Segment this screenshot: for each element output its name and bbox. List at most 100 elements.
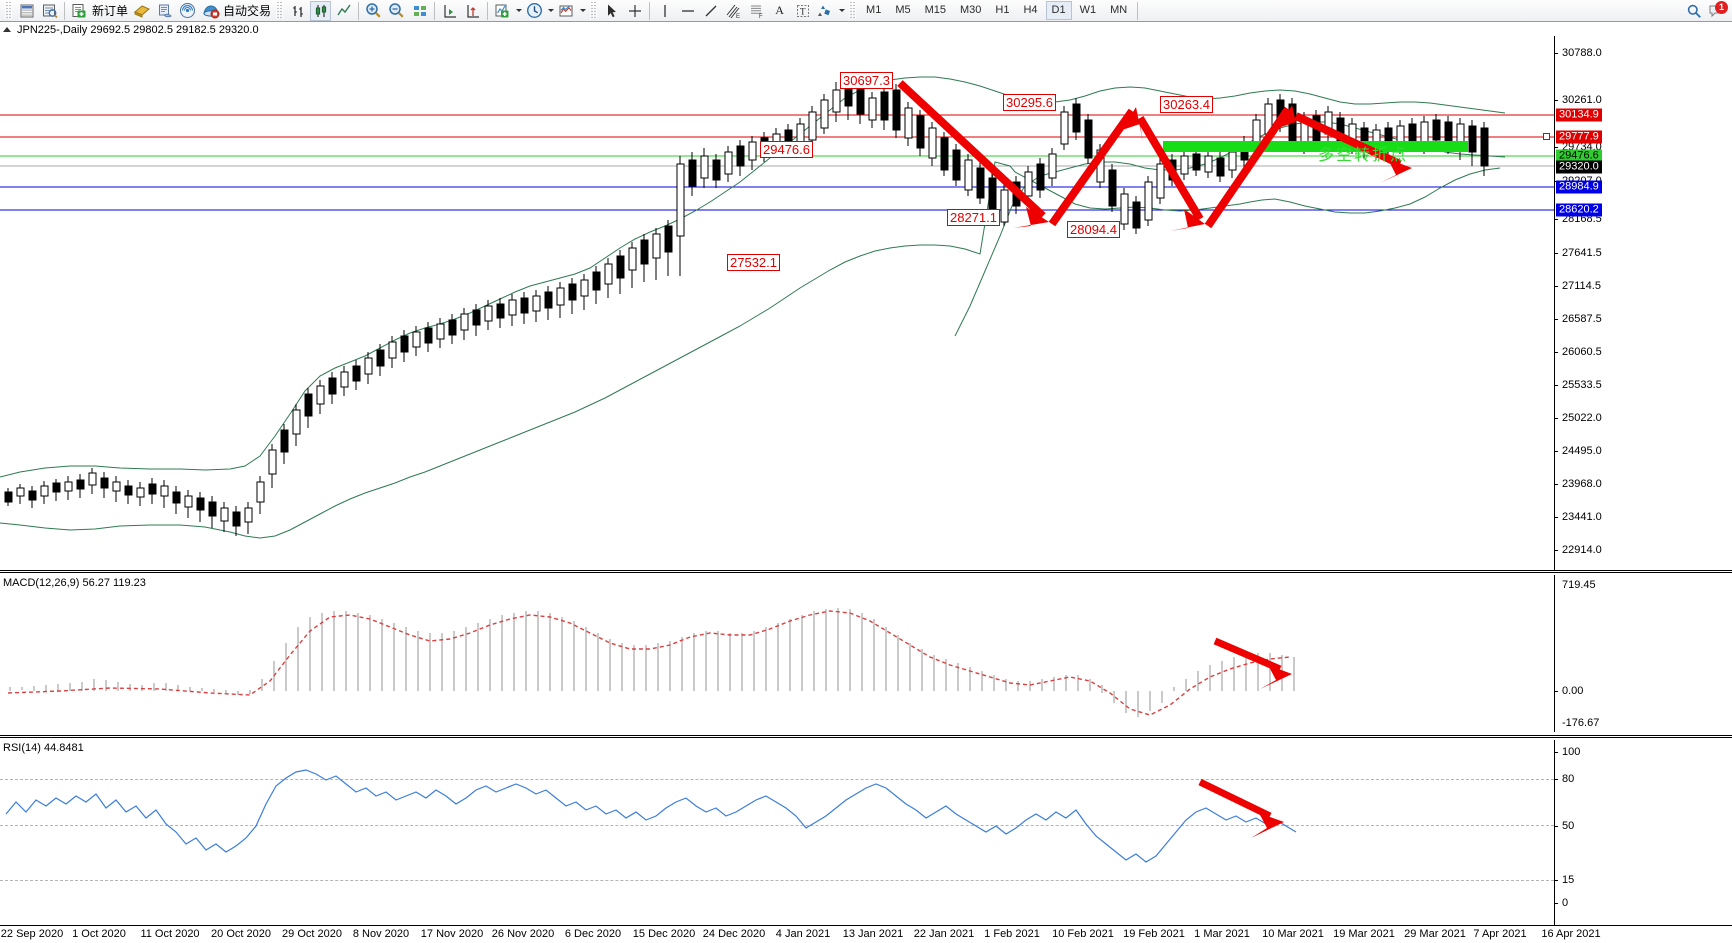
market-watch-icon[interactable] [16, 1, 37, 21]
autotrading-label[interactable]: 自动交易 [223, 3, 272, 18]
line-chart-icon[interactable] [333, 1, 354, 21]
rsi-level-50 [0, 825, 1554, 826]
templates-dropdown-arrow[interactable] [578, 1, 587, 21]
price-label-29320[interactable]: 29320.0 [1556, 160, 1602, 174]
chart-shift-icon[interactable] [439, 1, 460, 21]
horizontal-line-icon[interactable] [677, 1, 698, 21]
timeframe-d1[interactable]: D1 [1045, 1, 1072, 20]
timeframe-w1[interactable]: W1 [1079, 4, 1097, 16]
rsi-indicator-label: RSI(14) 44.8481 [3, 742, 84, 754]
toolbar-right-group: 1 [1682, 0, 1732, 21]
date-tick-6: 17 Nov 2020 [420, 928, 484, 940]
pane-separator-1[interactable] [0, 570, 1732, 573]
templates-icon[interactable] [556, 1, 577, 21]
rsi-level-80 [0, 779, 1554, 780]
timeframe-h4[interactable]: H4 [1023, 4, 1038, 16]
macd-histogram [9, 608, 1295, 717]
equidistant-channel-icon[interactable]: E [723, 1, 744, 21]
price-label-30134[interactable]: 30134.9 [1556, 108, 1602, 122]
macd-tick-0: 0.00 [1562, 685, 1584, 697]
price-tick-27114: 27114.5 [1562, 280, 1601, 292]
shapes-icon[interactable] [815, 1, 836, 21]
toolbar-grip-4[interactable] [849, 2, 857, 19]
indicators-dropdown-arrow[interactable] [514, 1, 523, 21]
rsi-pane[interactable]: RSI(14) 44.8481 100 80 [0, 740, 1732, 925]
price-tag-30295[interactable]: 30295.6 [1003, 94, 1056, 111]
price-axis[interactable]: 30788.0 30261.0 29734.0 29207.0 28168.5 … [0, 36, 1732, 570]
new-order-label[interactable]: 新订单 [92, 3, 129, 18]
notifications-icon[interactable]: 1 [1706, 0, 1728, 21]
price-tick-26587: 26587.5 [1562, 313, 1602, 325]
fibonacci-icon[interactable]: F [746, 1, 767, 21]
price-tick-26060: 26060.5 [1562, 346, 1602, 358]
timeframe-m1[interactable]: M1 [866, 4, 882, 16]
price-tag-27532[interactable]: 27532.1 [727, 254, 780, 271]
date-tick-1: 1 Oct 2020 [72, 928, 126, 940]
price-label-28984[interactable]: 28984.9 [1556, 180, 1602, 194]
periodicity-dropdown-arrow[interactable] [546, 1, 555, 21]
main-toolbar: 新订单 [0, 0, 1732, 22]
signals-icon[interactable] [177, 1, 198, 21]
crosshair-icon[interactable] [624, 1, 645, 21]
rsi-axis[interactable]: 100 80 50 15 0 [0, 740, 1732, 925]
timeframe-m15[interactable]: M15 [924, 4, 946, 16]
price-tag-30697[interactable]: 30697.3 [840, 72, 893, 89]
date-tick-5: 8 Nov 2020 [352, 928, 410, 940]
toolbar-grip-2[interactable] [276, 2, 284, 19]
price-tick-27641: 27641.5 [1562, 247, 1602, 259]
shapes-dropdown-arrow[interactable] [837, 1, 846, 21]
toolbar-grip[interactable] [5, 2, 12, 19]
auto-scroll-icon[interactable] [462, 1, 483, 21]
macd-axis[interactable]: 719.45 0.00 -176.67 [0, 575, 1732, 732]
autotrading-icon[interactable] [200, 1, 221, 21]
macd-tick-neg: -176.67 [1562, 717, 1600, 729]
rsi-tick-100: 100 [1562, 746, 1581, 758]
candlestick-series [4, 78, 1489, 536]
data-window-icon[interactable] [39, 1, 60, 21]
price-label-29777[interactable]: 29777.9 [1556, 130, 1602, 144]
price-label-28620[interactable]: 28620.2 [1556, 203, 1602, 217]
date-tick-17: 1 Mar 2021 [1194, 928, 1250, 940]
expert-advisors-icon[interactable] [131, 1, 152, 21]
search-icon[interactable] [1683, 1, 1704, 21]
mql5-community-icon[interactable] [154, 1, 175, 21]
zoom-out-icon[interactable] [386, 1, 407, 21]
macd-signal-line [7, 610, 1291, 716]
periodicity-icon[interactable] [524, 1, 545, 21]
indicators-icon[interactable] [492, 1, 513, 21]
toolbar-grip-3[interactable] [590, 2, 598, 19]
zoom-in-icon[interactable] [363, 1, 384, 21]
rsi-divergence-arrow [1198, 778, 1284, 838]
pane-separator-2[interactable] [0, 735, 1732, 738]
text-label-icon[interactable]: T [792, 1, 813, 21]
vertical-line-icon[interactable] [654, 1, 675, 21]
price-pane[interactable]: 30788.0 30261.0 29734.0 29207.0 28168.5 … [0, 36, 1732, 570]
timeframe-m30[interactable]: M30 [960, 4, 982, 16]
price-tag-28271[interactable]: 28271.1 [947, 209, 1000, 226]
date-tick-12: 13 Jan 2021 [842, 928, 904, 940]
price-tick-24495: 24495.0 [1562, 445, 1602, 457]
text-icon[interactable]: A [775, 3, 784, 17]
chinese-annotation-note[interactable]: 多空转折点 [1318, 147, 1409, 164]
timeframe-mn[interactable]: MN [1110, 4, 1128, 16]
price-tick-23968: 23968.0 [1562, 478, 1602, 490]
collapse-triangle-icon[interactable] [3, 27, 11, 32]
chart-area[interactable]: 30788.0 30261.0 29734.0 29207.0 28168.5 … [0, 36, 1732, 925]
trendline-icon[interactable] [700, 1, 721, 21]
price-tag-30263[interactable]: 30263.4 [1160, 96, 1213, 113]
bar-chart-icon[interactable] [287, 1, 308, 21]
cursor-icon[interactable] [601, 1, 622, 21]
macd-plot-region [0, 575, 1554, 732]
price-tag-28094[interactable]: 28094.4 [1067, 221, 1120, 238]
chart-grid-icon[interactable] [409, 1, 430, 21]
timeframe-h1[interactable]: H1 [995, 4, 1010, 16]
order-level-marker[interactable] [1543, 133, 1550, 140]
price-tag-29476[interactable]: 29476.6 [760, 141, 813, 158]
candlestick-chart-icon[interactable] [310, 0, 332, 21]
timeframe-m5[interactable]: M5 [895, 4, 911, 16]
price-label-29476[interactable]: 29476.6 [1556, 149, 1602, 163]
date-tick-16: 19 Feb 2021 [1123, 928, 1185, 940]
new-order-icon[interactable] [69, 1, 90, 21]
date-axis[interactable]: 22 Sep 2020 1 Oct 2020 11 Oct 2020 20 Oc… [0, 925, 1732, 943]
macd-pane[interactable]: MACD(12,26,9) 56.27 119.23 [0, 575, 1732, 732]
